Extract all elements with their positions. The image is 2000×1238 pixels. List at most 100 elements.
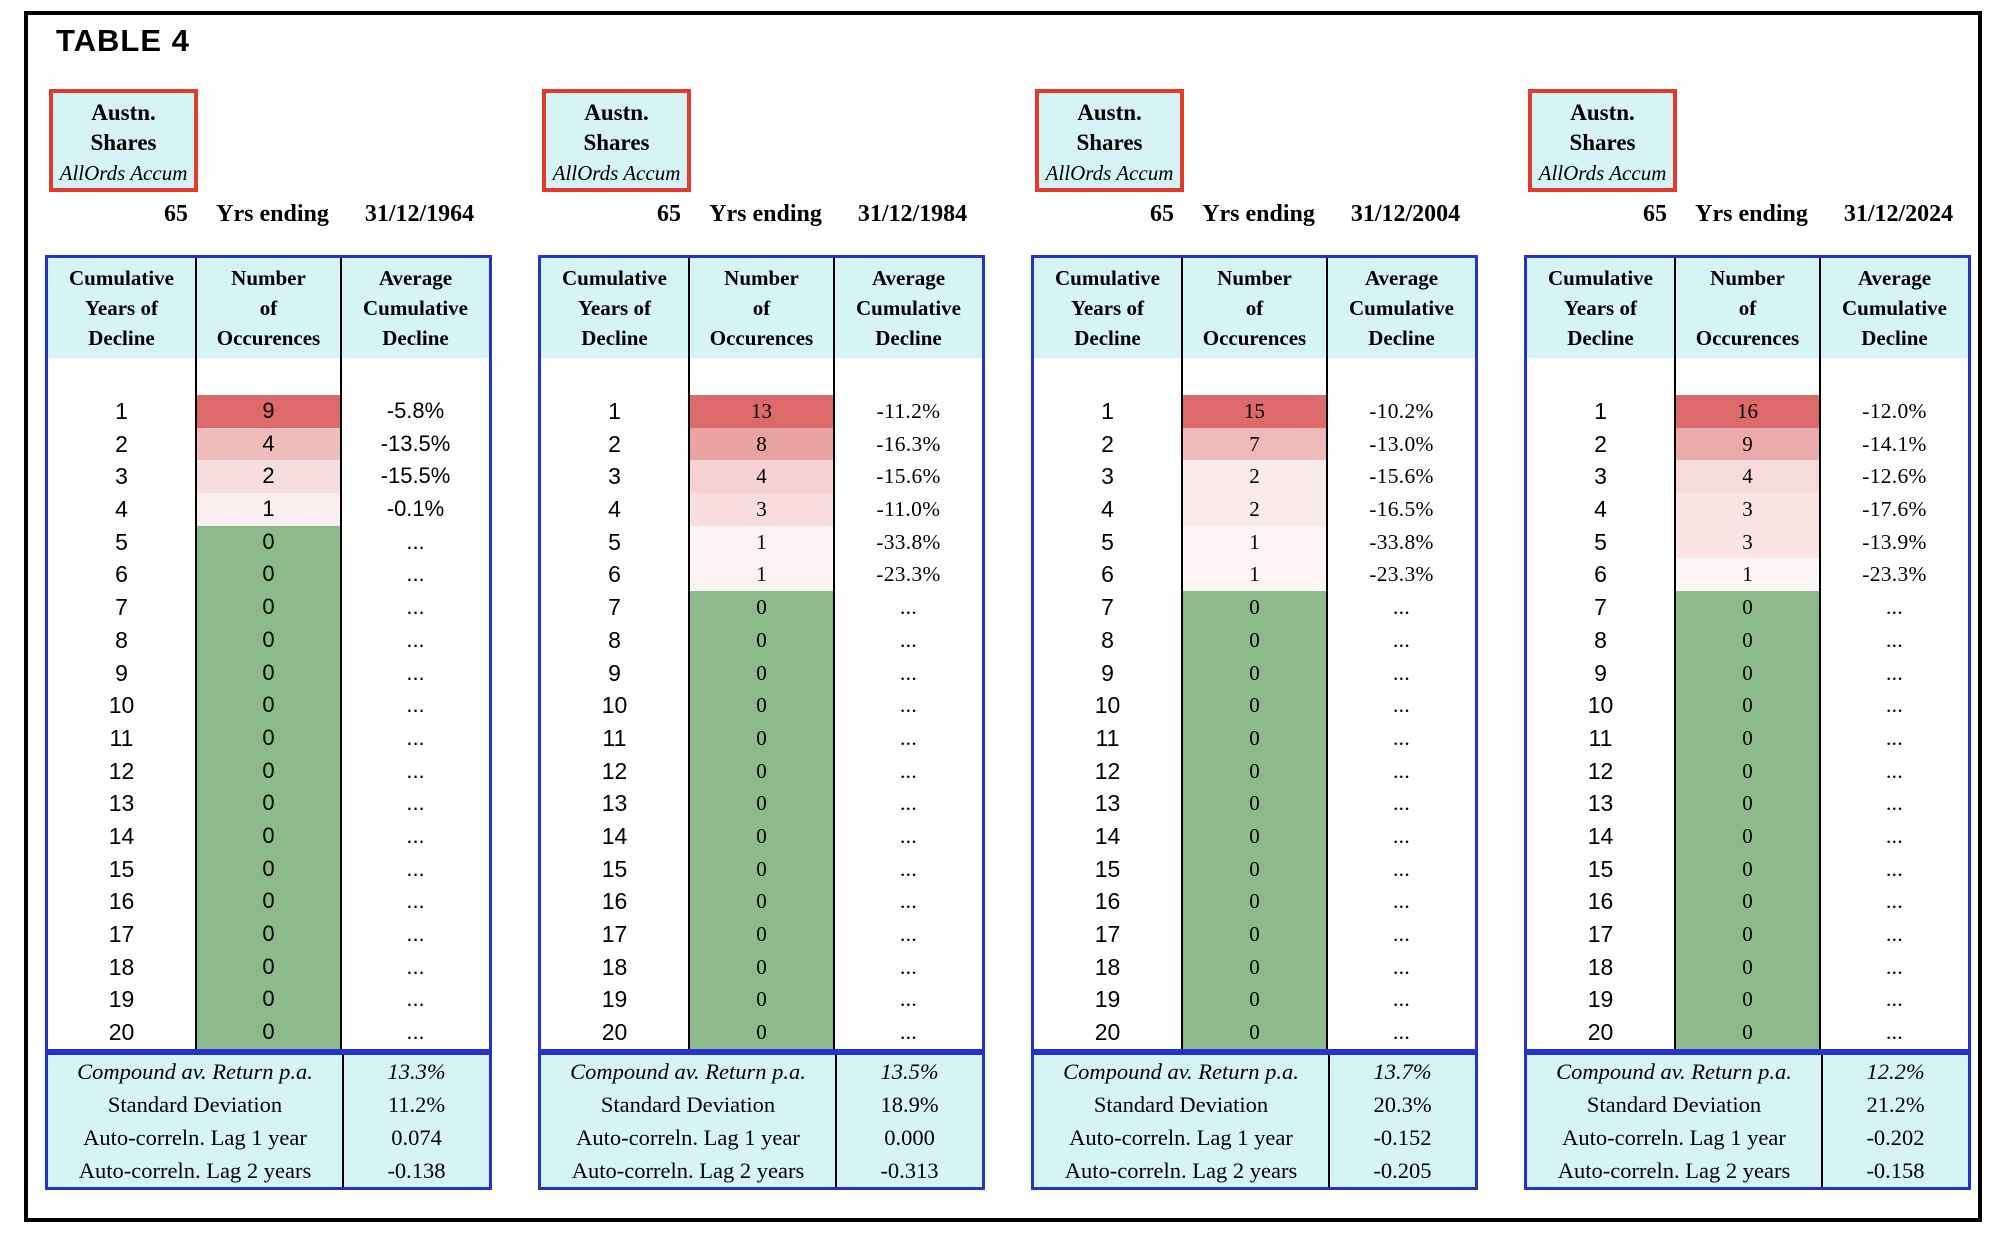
avg-decline-cell: ... <box>899 693 918 718</box>
stat-label: Auto-correln. Lag 1 year <box>83 1124 307 1150</box>
stat-value: -0.202 <box>1821 1120 1968 1154</box>
occurrences-cell: 0 <box>195 819 342 853</box>
occurrences-cell: 0 <box>195 983 342 1017</box>
stat-label: Standard Deviation <box>1093 1091 1269 1117</box>
column-header-line: Average <box>1364 266 1439 290</box>
avg-decline-cell: ... <box>899 627 918 652</box>
period-label: Yrs ending <box>1202 201 1315 227</box>
avg-decline-cell: -33.8% <box>1369 529 1434 554</box>
occurrences-cell: 0 <box>688 983 835 1017</box>
cumulative-years-cell: 9 <box>1594 659 1607 686</box>
period-line: 65 Yrs ending 31/12/1964 <box>45 199 492 229</box>
avg-decline-cell: ... <box>1392 660 1411 685</box>
spacer-cell <box>48 358 195 395</box>
occurrences-cell: 0 <box>1674 918 1821 951</box>
occurrences-cell: 0 <box>688 918 835 951</box>
avg-decline-cell: ... <box>1885 823 1904 848</box>
occurrences-cell: 0 <box>688 754 835 788</box>
cumulative-years-cell: 8 <box>1101 626 1114 653</box>
occurrences-cell: 2 <box>1181 460 1328 494</box>
cumulative-years-cell: 11 <box>1588 724 1613 751</box>
cumulative-years-cell: 8 <box>1594 626 1607 653</box>
occurrences-cell: 3 <box>688 493 835 526</box>
avg-decline-cell: ... <box>406 822 425 848</box>
avg-decline-cell: ... <box>1392 954 1411 979</box>
stat-value: 0.074 <box>342 1120 489 1154</box>
period-line: 65 Yrs ending 31/12/2004 <box>1031 199 1478 229</box>
occurrences-cell: 0 <box>1181 591 1328 624</box>
asset-label-box: Austn. Shares AllOrds Accum <box>542 89 691 192</box>
stat-value: -0.138 <box>342 1153 489 1187</box>
avg-decline-cell: ... <box>1885 922 1904 946</box>
occurrences-cell: 0 <box>688 689 835 722</box>
occurrences-cell: 0 <box>1181 852 1328 886</box>
column-header-line: Occurences <box>1695 326 1800 350</box>
occurrences-cell: 4 <box>195 427 342 461</box>
column-header-line: Cumulative <box>856 296 961 320</box>
avg-decline-cell: ... <box>406 724 425 750</box>
avg-decline-cell: ... <box>1392 823 1411 848</box>
occurrences-cell: 0 <box>1674 885 1821 918</box>
column-header-line: Cumulative <box>69 266 174 290</box>
occurrences-cell: 0 <box>195 656 342 690</box>
cumulative-years-cell: 1 <box>115 398 128 424</box>
avg-decline-cell: ... <box>406 888 425 914</box>
asset-index-name: AllOrds Accum <box>59 161 188 185</box>
occurrences-cell: 0 <box>1181 918 1328 951</box>
panel-ending-2024: Austn. Shares AllOrds Accum 65 Yrs endin… <box>1524 89 1971 1190</box>
column-header-line: Number <box>724 266 799 290</box>
cumulative-years-cell: 1 <box>1594 398 1607 424</box>
stat-label: Standard Deviation <box>1586 1091 1762 1117</box>
avg-decline-cell: ... <box>406 1019 425 1045</box>
period-line: 65 Yrs ending 31/12/2024 <box>1524 199 1971 229</box>
occurrences-cell: 0 <box>1181 885 1328 918</box>
asset-index-name: AllOrds Accum <box>552 161 681 185</box>
avg-decline-cell: ... <box>1392 791 1411 816</box>
avg-decline-cell: ... <box>899 856 918 881</box>
cumulative-years-cell: 16 <box>1587 888 1614 915</box>
cumulative-years-cell: 16 <box>601 888 628 915</box>
cumulative-years-cell: 9 <box>1101 659 1114 686</box>
panel-ending-2004: Austn. Shares AllOrds Accum 65 Yrs endin… <box>1031 89 1478 1190</box>
column-header-line: Decline <box>1861 326 1928 350</box>
asset-name-line1: Austn. <box>91 100 156 125</box>
occurrences-cell: 0 <box>1674 852 1821 886</box>
avg-decline-cell: ... <box>1392 987 1411 1012</box>
cumulative-years-cell: 2 <box>1594 430 1607 457</box>
occurrences-cell: 4 <box>1674 460 1821 494</box>
stat-label: Auto-correln. Lag 2 years <box>1064 1157 1298 1183</box>
column-header-line: Cumulative <box>363 296 468 320</box>
column-header-line: Decline <box>581 326 648 350</box>
spacer-cell <box>1821 358 1968 395</box>
avg-decline-cell: ... <box>1885 987 1904 1012</box>
cumulative-years-cell: 5 <box>115 528 128 555</box>
cumulative-years-cell: 2 <box>608 430 621 457</box>
avg-decline-cell: ... <box>406 561 425 587</box>
occurrences-cell: 0 <box>688 721 835 755</box>
occurrences-cell: 0 <box>1181 689 1328 722</box>
column-header-line: Average <box>1857 266 1932 290</box>
column-header-line: Cumulative <box>1055 266 1160 290</box>
period-line: 65 Yrs ending 31/12/1984 <box>538 199 985 229</box>
panel-ending-1984: Austn. Shares AllOrds Accum 65 Yrs endin… <box>538 89 985 1190</box>
stat-value: 11.2% <box>342 1087 489 1121</box>
cumulative-years-cell: 11 <box>602 724 627 751</box>
avg-decline-cell: -5.8% <box>386 398 445 423</box>
avg-decline-cell: -16.3% <box>876 431 941 456</box>
stat-value: 12.2% <box>1821 1054 1968 1088</box>
avg-decline-cell: -13.9% <box>1862 529 1927 554</box>
avg-decline-cell: ... <box>1392 758 1411 783</box>
column-header: Cumulative Years of Decline <box>1527 258 1674 358</box>
cumulative-years-cell: 20 <box>1094 1019 1121 1046</box>
cumulative-years-cell: 13 <box>108 790 135 817</box>
column-header: Number of Occurences <box>1181 258 1328 358</box>
avg-decline-cell: ... <box>899 987 918 1012</box>
occurrences-cell: 0 <box>195 689 342 722</box>
column-header: Cumulative Years of Decline <box>48 258 195 358</box>
occurrences-cell: 0 <box>688 1016 835 1049</box>
spacer-cell <box>1181 358 1328 395</box>
avg-decline-cell: ... <box>1885 954 1904 979</box>
avg-decline-cell: ... <box>899 660 918 685</box>
cumulative-years-cell: 3 <box>1101 463 1114 490</box>
column-header: Average Cumulative Decline <box>342 258 489 358</box>
